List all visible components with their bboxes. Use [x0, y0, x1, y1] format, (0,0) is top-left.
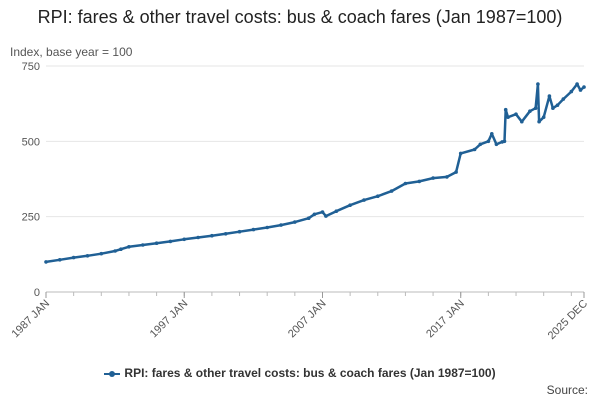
data-point — [445, 175, 449, 179]
data-point — [561, 97, 566, 101]
data-point — [71, 255, 76, 260]
data-point — [555, 103, 560, 107]
data-point — [478, 142, 483, 147]
data-point — [265, 225, 270, 230]
data-point — [490, 132, 494, 136]
data-point — [536, 82, 540, 86]
data-point — [237, 229, 242, 234]
y-tick-label: 750 — [22, 61, 40, 73]
data-point — [182, 237, 186, 242]
data-point — [403, 181, 408, 186]
data-point — [578, 88, 583, 92]
legend-marker — [104, 369, 121, 379]
data-point — [141, 243, 145, 247]
series-line — [45, 82, 585, 264]
data-point — [389, 189, 394, 193]
legend-label: RPI: fares & other travel costs: bus & c… — [124, 366, 496, 380]
data-point — [58, 258, 62, 262]
data-point — [127, 245, 131, 249]
data-point — [306, 216, 311, 220]
data-point — [454, 170, 458, 174]
data-point — [528, 109, 532, 113]
data-point — [348, 203, 352, 207]
x-tick-label: 1997 JAN — [148, 298, 191, 341]
data-point — [582, 85, 586, 89]
data-point — [251, 227, 256, 232]
x-tick-label: 2017 JAN — [424, 298, 467, 341]
data-point — [362, 198, 366, 202]
data-point — [223, 232, 228, 236]
data-point — [537, 119, 541, 124]
y-axis-label: Index, base year = 100 — [10, 45, 133, 59]
data-point — [376, 194, 380, 198]
data-point — [119, 247, 123, 251]
data-point — [502, 139, 507, 144]
x-tick-label: 1987 JAN — [9, 298, 52, 341]
data-point — [551, 106, 555, 110]
data-point — [569, 89, 574, 94]
data-point — [533, 106, 538, 110]
data-point — [44, 260, 48, 264]
data-point — [514, 112, 518, 116]
data-point — [279, 223, 283, 227]
data-point — [154, 241, 159, 245]
data-point — [541, 115, 546, 119]
data-point — [503, 107, 508, 112]
y-tick-label: 500 — [22, 136, 40, 148]
data-point — [547, 94, 552, 98]
data-point — [196, 235, 200, 240]
data-point — [520, 119, 524, 124]
data-point — [486, 139, 491, 144]
data-point — [85, 254, 90, 258]
data-point — [99, 251, 104, 256]
data-point — [575, 82, 579, 86]
y-tick-label: 0 — [34, 287, 40, 299]
data-point — [320, 210, 325, 214]
x-tick-label: 2007 JAN — [286, 298, 329, 341]
data-point — [312, 212, 317, 217]
data-point — [293, 220, 297, 224]
data-point — [210, 233, 214, 238]
data-point — [506, 115, 510, 119]
x-tick-label: 2025 DEC — [546, 298, 590, 342]
data-point — [417, 179, 422, 184]
data-point — [458, 151, 463, 156]
data-point — [324, 214, 328, 218]
data-point — [334, 209, 339, 213]
source-note: Source: — [546, 383, 588, 397]
data-point — [494, 142, 499, 147]
data-point — [168, 239, 173, 244]
legend[interactable]: RPI: fares & other travel costs: bus & c… — [0, 366, 600, 380]
data-point — [431, 176, 435, 180]
data-point — [472, 147, 477, 152]
data-point — [113, 249, 117, 253]
y-tick-label: 250 — [22, 212, 40, 224]
chart-title: RPI: fares & other travel costs: bus & c… — [37, 7, 563, 27]
